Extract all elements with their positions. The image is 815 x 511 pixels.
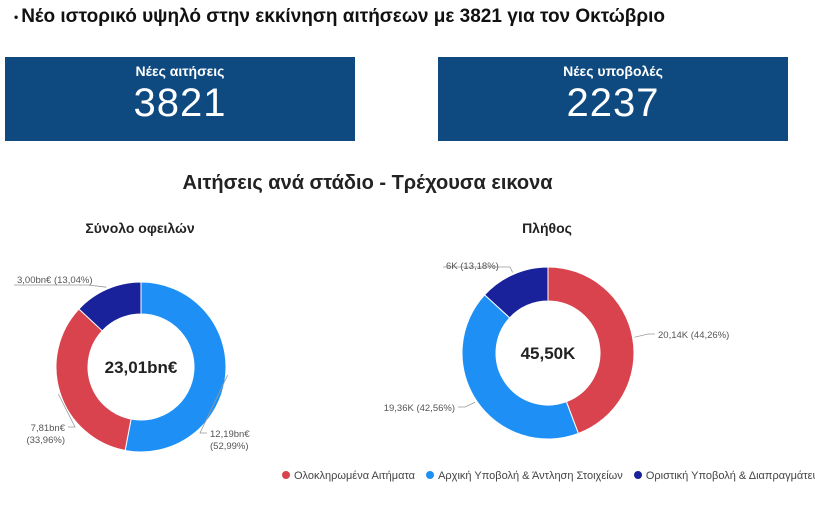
kpi-value: 3821 — [133, 81, 227, 125]
legend-item: Οριστική Υποβολή & Διαπραγμάτευση — [633, 470, 815, 482]
chart-title-total-debt: Σύνολο οφειλών — [85, 220, 195, 236]
headline-bullet: • — [14, 9, 19, 24]
legend-swatch — [282, 471, 290, 480]
donut-chart-count: 20,14K (44,26%) 19,36K (42,56%) 6K (13,18%… — [384, 261, 729, 440]
donut-slice — [55, 308, 132, 452]
legend-swatch — [426, 471, 435, 480]
donut-center-label: 45,50K — [521, 344, 577, 363]
kpi-label: Νέες υποβολές — [563, 63, 663, 79]
data-label: 3,00bn€ (13,04%) — [17, 275, 93, 286]
legend-label: Αρχική Υποβολή & Άντληση Στοιχείων — [438, 470, 623, 482]
kpi-card-new-submissions: Νέες υποβολές 2237 — [438, 57, 788, 141]
section-title: Αιτήσεις ανά στάδιο - Τρέχουσα εικονα — [182, 172, 553, 194]
data-label: 20,14K (44,26%) — [658, 330, 729, 341]
leader-line — [443, 266, 513, 273]
headline-text: Νέο ιστορικό υψηλό στην εκκίνηση αιτήσεω… — [21, 6, 666, 27]
chart-legend: Ολοκληρωμένα Αιτήματα Αρχική Υποβολή & Ά… — [282, 470, 815, 482]
chart-title-count: Πλήθος — [522, 220, 572, 236]
leader-line — [458, 401, 476, 408]
kpi-label: Νέες αιτήσεις — [135, 63, 225, 79]
donut-slice — [124, 281, 227, 453]
data-label: 12,19bn€ (52,99%) — [210, 429, 250, 452]
leader-line — [57, 393, 76, 428]
data-label: 6K (13,18%) — [446, 261, 499, 272]
donut-slice — [78, 281, 142, 332]
legend-item: Αρχική Υποβολή & Άντληση Στοιχείων — [426, 470, 623, 482]
data-label: 7,81bn€ (33,96%) — [26, 423, 65, 446]
donut-slice — [547, 266, 635, 435]
headline: • Νέο ιστορικό υψηλό στην εκκίνηση αιτήσε… — [14, 6, 665, 28]
legend-swatch — [633, 471, 642, 480]
leader-line — [634, 333, 655, 338]
donut-slice — [461, 294, 579, 440]
kpi-card-new-applications: Νέες αιτήσεις 3821 — [5, 57, 355, 141]
legend-label: Οριστική Υποβολή & Διαπραγμάτευση — [645, 470, 815, 482]
leader-line — [199, 375, 228, 434]
donut-slice — [483, 266, 549, 319]
donut-center-label: 23,01bn€ — [105, 358, 178, 377]
legend-label: Ολοκληρωμένα Αιτήματα — [294, 470, 416, 482]
data-label: 19,36K (42,56%) — [384, 403, 455, 414]
leader-line — [14, 284, 107, 288]
donut-chart-total-debt: 12,19bn€ (52,99%) 7,81bn€ (33,96%) 3,00bn€ (… — [14, 275, 250, 453]
legend-item: Ολοκληρωμένα Αιτήματα — [282, 470, 415, 482]
kpi-value: 2237 — [566, 81, 660, 125]
